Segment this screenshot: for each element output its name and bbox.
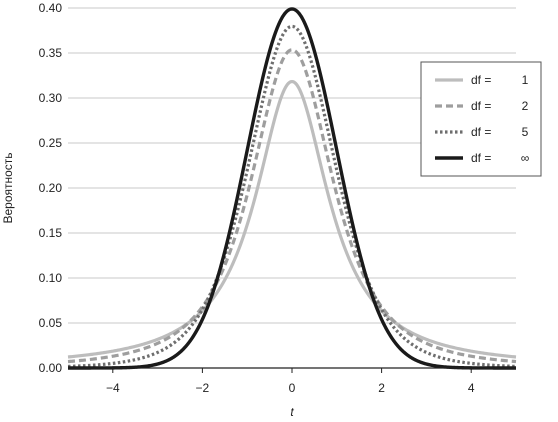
y-tick-label: 0.00 [39, 361, 63, 375]
y-tick-label: 0.40 [39, 1, 63, 15]
y-tick-label: 0.20 [39, 181, 63, 195]
grid-lines [68, 7, 516, 324]
y-tick-label: 0.30 [39, 91, 63, 105]
series-line-df-1 [67, 79, 517, 359]
x-tick-label: 2 [378, 381, 385, 395]
legend-value: ∞ [521, 151, 530, 165]
legend: df = 1 df = 2 df = 5 df = ∞ [420, 61, 542, 177]
x-tick-label: 4 [468, 381, 475, 395]
series-line-df-inf [67, 7, 517, 370]
x-tick-label: −4 [106, 381, 120, 395]
x-axis-ticks: −4 −2 0 2 4 [106, 368, 475, 395]
y-axis-ticks: 0.00 0.05 0.10 0.15 0.20 0.25 0.30 0.35 0.40 [39, 1, 63, 375]
legend-value: 1 [522, 73, 529, 87]
x-axis-label: t [290, 405, 294, 419]
y-axis-label: Вероятность [1, 152, 15, 223]
legend-label: df = [471, 99, 491, 113]
series-line-df-5 [67, 24, 517, 369]
y-tick-label: 0.10 [39, 271, 63, 285]
x-tick-label: 0 [289, 381, 296, 395]
legend-value: 5 [522, 125, 529, 139]
y-tick-label: 0.15 [39, 226, 63, 240]
legend-label: df = [471, 151, 491, 165]
series-curves [67, 7, 517, 370]
legend-value: 2 [522, 99, 529, 113]
y-tick-label: 0.25 [39, 136, 63, 150]
legend-label: df = [471, 73, 491, 87]
y-tick-label: 0.05 [39, 316, 63, 330]
x-tick-label: −2 [196, 381, 210, 395]
series-line-df-2 [67, 48, 517, 364]
y-tick-label: 0.35 [39, 46, 63, 60]
legend-label: df = [471, 125, 491, 139]
